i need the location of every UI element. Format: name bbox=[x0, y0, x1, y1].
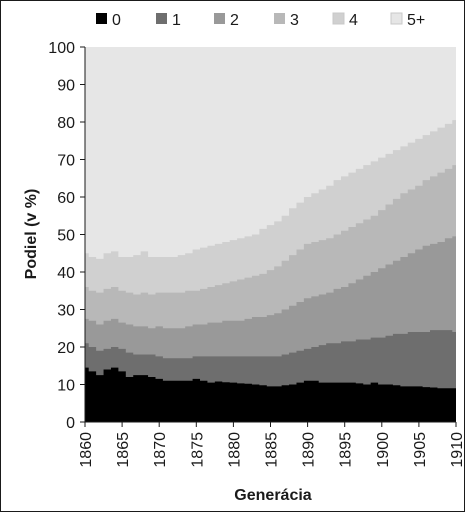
y-tick-label: 30 bbox=[57, 303, 75, 320]
legend-swatch bbox=[274, 13, 285, 24]
y-axis: 0 10 20 30 40 50 60 70 80 90 100 bbox=[48, 40, 86, 432]
x-tick-label: 1910 bbox=[449, 432, 464, 468]
y-tick-label: 60 bbox=[57, 190, 75, 207]
legend: 0 1 2 3 4 5+ bbox=[96, 12, 425, 29]
y-axis-label: Podiel (v %) bbox=[23, 189, 40, 280]
series-area-0 bbox=[85, 367, 456, 422]
legend-label: 4 bbox=[349, 12, 358, 29]
plot-area bbox=[85, 47, 456, 422]
y-tick-label: 40 bbox=[57, 265, 75, 282]
x-tick-label: 1860 bbox=[78, 432, 95, 468]
legend-item-0: 0 bbox=[96, 12, 121, 29]
x-axis-label: Generácia bbox=[234, 487, 311, 504]
x-tick-label: 1895 bbox=[338, 432, 355, 468]
y-tick-label: 100 bbox=[48, 40, 75, 57]
y-tick-label: 10 bbox=[57, 378, 75, 395]
x-axis: 1860 1865 1870 1875 1880 1885 1890 1895 1900 1905… bbox=[78, 421, 465, 468]
x-tick-label: 1885 bbox=[264, 432, 281, 468]
legend-swatch bbox=[332, 12, 345, 25]
x-tick-label: 1870 bbox=[152, 432, 169, 468]
y-tick-label: 50 bbox=[57, 228, 75, 245]
legend-item-3: 3 bbox=[274, 12, 299, 29]
legend-label: 3 bbox=[290, 12, 299, 29]
legend-label: 5+ bbox=[407, 12, 425, 29]
y-tick-label: 90 bbox=[57, 78, 75, 95]
x-tick-label: 1905 bbox=[412, 432, 429, 468]
legend-swatch bbox=[156, 13, 167, 24]
legend-swatch bbox=[214, 13, 225, 24]
x-tick-label: 1865 bbox=[115, 432, 132, 468]
legend-item-2: 2 bbox=[214, 12, 239, 29]
legend-swatch bbox=[390, 12, 403, 25]
y-tick-label: 20 bbox=[57, 340, 75, 357]
legend-swatch bbox=[96, 13, 107, 24]
x-tick-label: 1890 bbox=[301, 432, 318, 468]
legend-label: 2 bbox=[230, 12, 239, 29]
legend-item-5+: 5+ bbox=[390, 12, 425, 29]
legend-label: 0 bbox=[112, 12, 121, 29]
y-tick-label: 70 bbox=[57, 153, 75, 170]
x-tick-label: 1880 bbox=[226, 432, 243, 468]
y-tick-label: 80 bbox=[57, 115, 75, 132]
legend-item-4: 4 bbox=[332, 12, 358, 29]
legend-label: 1 bbox=[172, 12, 181, 29]
y-tick-label: 0 bbox=[66, 415, 75, 432]
x-tick-label: 1900 bbox=[375, 432, 392, 468]
x-tick-label: 1875 bbox=[189, 432, 206, 468]
legend-item-1: 1 bbox=[156, 12, 181, 29]
